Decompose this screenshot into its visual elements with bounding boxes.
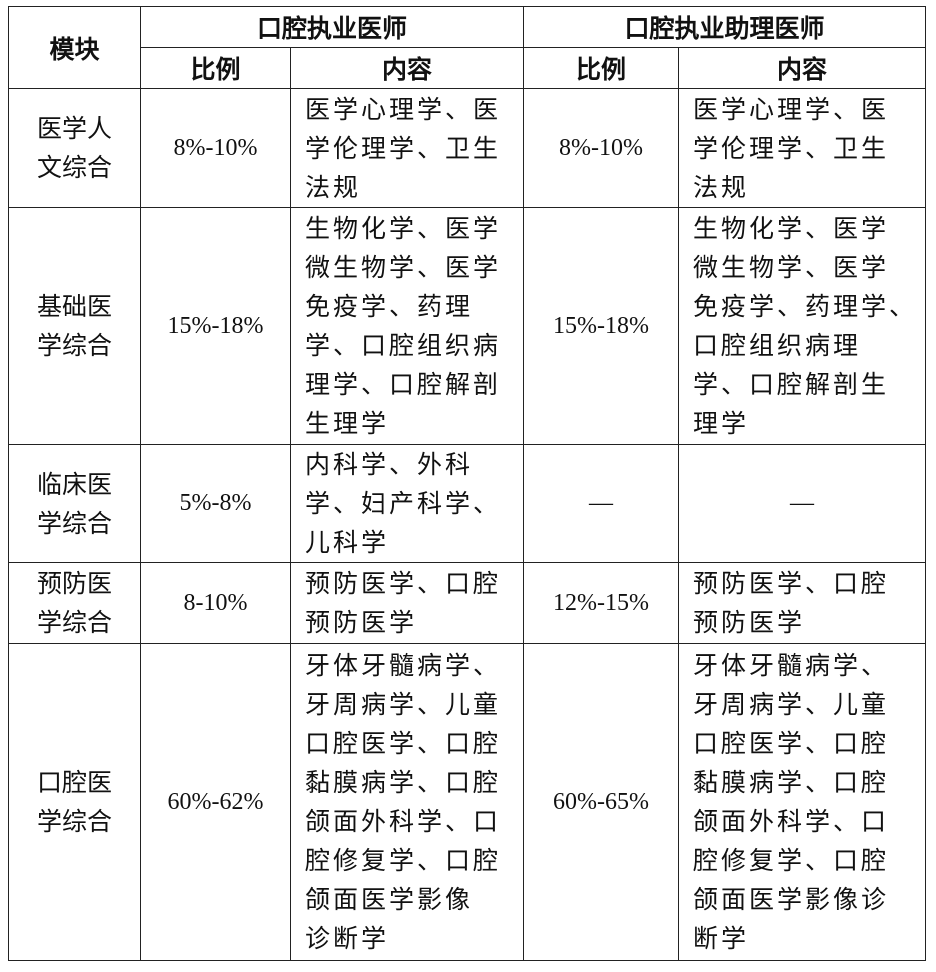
module-cell: 预防医 学综合	[8, 562, 141, 644]
module-cell: 临床医 学综合	[8, 444, 141, 563]
ratio-cell: 12%-15%	[523, 562, 679, 644]
ratio-cell: 60%-62%	[140, 643, 291, 961]
ratio-cell: 8%-10%	[523, 88, 679, 208]
header-group-physician: 口腔执业医师	[140, 6, 524, 48]
content-cell: 生物化学、医学 微生物学、医学 免疫学、药理学、 口腔组织病理 学、口腔解剖生 …	[678, 207, 926, 445]
header-module: 模块	[8, 6, 141, 89]
table-row: 口腔医 学综合 60%-62% 牙体牙髓病学、 牙周病学、儿童 口腔医学、口腔 …	[8, 643, 926, 961]
header-content-1: 内容	[290, 47, 524, 89]
content-cell: 内科学、外科 学、妇产科学、 儿科学	[290, 444, 524, 563]
content-cell: 牙体牙髓病学、 牙周病学、儿童 口腔医学、口腔 黏膜病学、口腔 颌面外科学、口 …	[678, 643, 926, 961]
ratio-cell: 5%-8%	[140, 444, 291, 563]
ratio-cell: —	[523, 444, 679, 563]
table-row: 临床医 学综合 5%-8% 内科学、外科 学、妇产科学、 儿科学 — —	[8, 444, 926, 563]
table-row: 基础医 学综合 15%-18% 生物化学、医学 微生物学、医学 免疫学、药理 学…	[8, 207, 926, 445]
exam-ratio-table: 模块 口腔执业医师 口腔执业助理医师 比例 内容 比例 内容 医学人 文综合 8…	[8, 6, 926, 961]
ratio-cell: 60%-65%	[523, 643, 679, 961]
header-group-assistant: 口腔执业助理医师	[523, 6, 926, 48]
header-ratio-1: 比例	[140, 47, 291, 89]
ratio-cell: 8-10%	[140, 562, 291, 644]
content-cell: 生物化学、医学 微生物学、医学 免疫学、药理 学、口腔组织病 理学、口腔解剖 生…	[290, 207, 524, 445]
ratio-cell: 15%-18%	[523, 207, 679, 445]
table-row: 预防医 学综合 8-10% 预防医学、口腔 预防医学 12%-15% 预防医学、…	[8, 562, 926, 644]
content-cell: 牙体牙髓病学、 牙周病学、儿童 口腔医学、口腔 黏膜病学、口腔 颌面外科学、口 …	[290, 643, 524, 961]
content-cell: —	[678, 444, 926, 563]
table-row: 医学人 文综合 8%-10% 医学心理学、医 学伦理学、卫生 法规 8%-10%…	[8, 88, 926, 208]
module-cell: 基础医 学综合	[8, 207, 141, 445]
ratio-cell: 15%-18%	[140, 207, 291, 445]
ratio-cell: 8%-10%	[140, 88, 291, 208]
content-cell: 医学心理学、医 学伦理学、卫生 法规	[290, 88, 524, 208]
module-cell: 医学人 文综合	[8, 88, 141, 208]
content-cell: 预防医学、口腔 预防医学	[290, 562, 524, 644]
content-cell: 预防医学、口腔 预防医学	[678, 562, 926, 644]
module-cell: 口腔医 学综合	[8, 643, 141, 961]
header-ratio-2: 比例	[523, 47, 679, 89]
header-content-2: 内容	[678, 47, 926, 89]
content-cell: 医学心理学、医 学伦理学、卫生 法规	[678, 88, 926, 208]
